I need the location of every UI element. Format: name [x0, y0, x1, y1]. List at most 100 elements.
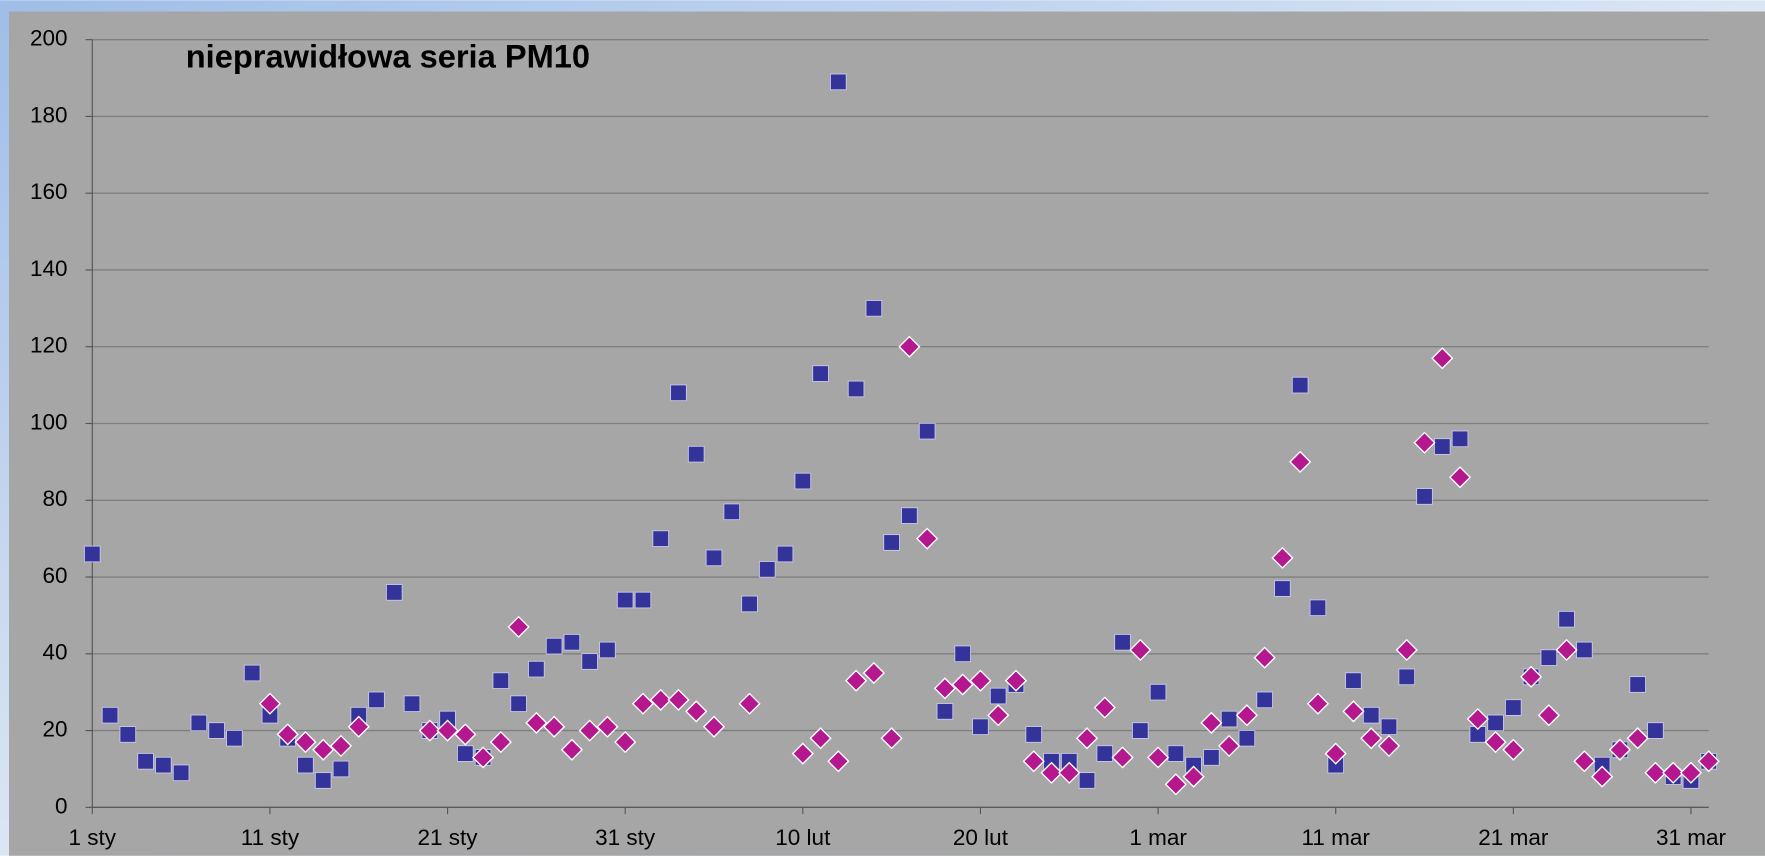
- point: [208, 722, 225, 739]
- point: [809, 727, 832, 750]
- point: [954, 645, 972, 663]
- point: [456, 745, 474, 762]
- point: [1697, 750, 1720, 773]
- point: [614, 731, 637, 754]
- point: [1362, 706, 1380, 724]
- point: [312, 738, 335, 761]
- point: [1129, 638, 1152, 662]
- point: [1504, 699, 1522, 716]
- x-tick-label: 11 sty: [241, 825, 300, 850]
- point: [1487, 714, 1504, 732]
- point: [1111, 746, 1134, 769]
- point: [1644, 761, 1667, 784]
- point: [1235, 704, 1258, 727]
- point: [276, 723, 299, 746]
- point: [685, 700, 708, 723]
- point: [226, 729, 243, 747]
- point: [1398, 668, 1416, 686]
- point: [471, 746, 495, 769]
- y-tick-label: 140: [30, 256, 68, 281]
- point: [1025, 726, 1043, 743]
- point: [1342, 700, 1365, 723]
- x-tick-label: 21 sty: [418, 825, 479, 850]
- point: [1608, 738, 1631, 761]
- point: [847, 380, 865, 398]
- point: [1274, 580, 1291, 597]
- point: [667, 688, 690, 711]
- point: [190, 714, 208, 732]
- point: [1309, 599, 1327, 617]
- y-tick-label: 160: [30, 179, 68, 204]
- point: [1629, 676, 1646, 693]
- point: [1078, 772, 1096, 789]
- point: [776, 545, 794, 563]
- point: [578, 719, 601, 742]
- point: [865, 300, 883, 317]
- point: [1416, 488, 1433, 505]
- point: [294, 731, 317, 754]
- point: [368, 691, 385, 709]
- point: [702, 715, 726, 738]
- y-tick-label: 200: [30, 26, 68, 51]
- point: [1289, 450, 1312, 473]
- point: [901, 507, 918, 524]
- point: [936, 703, 954, 720]
- point: [1131, 722, 1149, 739]
- point: [918, 422, 936, 440]
- point: [862, 661, 885, 685]
- point: [243, 664, 261, 682]
- point: [1200, 711, 1223, 734]
- point: [454, 723, 477, 746]
- point: [581, 653, 598, 670]
- point: [880, 727, 903, 750]
- point: [1291, 376, 1309, 394]
- point: [403, 695, 421, 713]
- x-tick-label: 31 sty: [595, 825, 656, 850]
- point: [543, 715, 566, 738]
- point: [1555, 638, 1578, 662]
- point: [1431, 347, 1454, 370]
- point: [528, 660, 545, 678]
- point: [560, 738, 583, 761]
- point: [385, 584, 403, 601]
- x-tick-label: 21 mar: [1478, 825, 1549, 850]
- point: [951, 673, 974, 696]
- chart-title: nieprawidłowa seria PM10: [186, 37, 590, 74]
- point: [1377, 734, 1401, 758]
- point: [933, 677, 957, 700]
- point: [525, 711, 548, 734]
- y-tick-label: 60: [43, 563, 68, 588]
- point: [1433, 438, 1451, 455]
- point: [1395, 638, 1418, 662]
- point: [631, 692, 655, 715]
- point: [652, 530, 670, 547]
- point: [155, 756, 172, 774]
- point: [741, 595, 758, 613]
- point: [1558, 610, 1575, 628]
- point: [687, 445, 705, 463]
- y-tick-label: 100: [30, 409, 68, 434]
- point: [969, 669, 992, 692]
- point: [1149, 683, 1167, 701]
- point: [916, 527, 939, 550]
- y-tick-label: 120: [30, 333, 68, 358]
- point: [883, 534, 900, 551]
- point: [1022, 750, 1045, 773]
- point: [1203, 749, 1220, 766]
- point: [1324, 742, 1347, 765]
- point: [1647, 722, 1664, 739]
- point: [1096, 745, 1114, 762]
- point: [758, 561, 776, 578]
- point: [297, 756, 314, 774]
- point: [596, 715, 619, 738]
- point: [492, 672, 510, 690]
- point: [1256, 691, 1273, 709]
- point: [1679, 761, 1703, 784]
- point: [723, 503, 741, 521]
- point: [845, 669, 868, 692]
- point: [1220, 710, 1238, 728]
- point: [1058, 761, 1081, 784]
- point: [332, 760, 350, 778]
